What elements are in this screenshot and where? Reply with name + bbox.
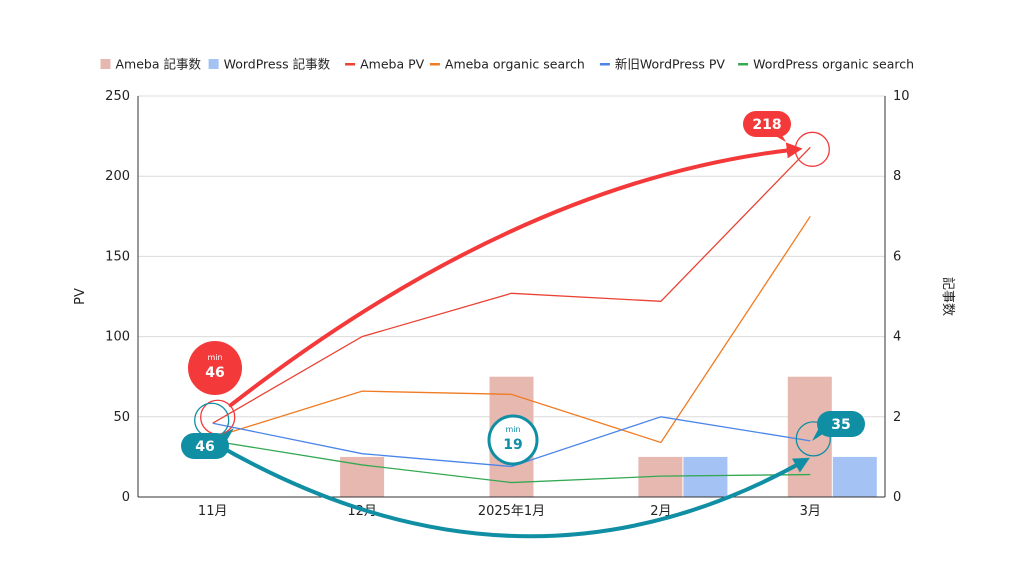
callout-value: 46 — [195, 439, 214, 455]
y-right-tick-label: 6 — [893, 249, 901, 264]
callout-value: 35 — [831, 417, 850, 433]
y-left-tick-label: 150 — [105, 249, 130, 264]
bar — [683, 456, 728, 497]
legend-label: Ameba PV — [360, 57, 425, 72]
legend-swatch — [345, 63, 356, 66]
arrow-red — [228, 142, 803, 408]
legend-swatch — [208, 59, 219, 69]
legend: Ameba 記事数 WordPress 記事数 Ameba PV Ameba orga… — [100, 57, 914, 72]
callout-badge — [817, 411, 865, 437]
y-right-tick-label: 4 — [893, 330, 901, 345]
series-line — [212, 146, 811, 424]
y-left-tick-label: 200 — [105, 169, 130, 184]
callout-value: 218 — [752, 117, 781, 133]
callout-tail — [220, 428, 234, 442]
annotations: min 46 218 46 min 19 35 — [181, 111, 865, 466]
y-right-tick-label: 8 — [893, 169, 901, 184]
callout-small-label: min — [207, 353, 222, 362]
legend-swatch — [599, 63, 610, 66]
legend-label: 新旧WordPress PV — [615, 57, 726, 72]
y-left-tick-label: 50 — [113, 410, 130, 425]
annotation-arrows — [212, 142, 810, 539]
line-series-group — [212, 146, 811, 484]
callout-badge — [188, 341, 242, 395]
x-tick-label: 11月 — [198, 504, 228, 519]
bar — [787, 376, 832, 497]
y-left-axis-title: PV — [73, 288, 88, 305]
legend-swatch — [100, 59, 111, 69]
x-tick-label: 2月 — [650, 504, 671, 519]
callout-tail — [772, 128, 786, 142]
x-tick-label: 3月 — [800, 504, 821, 519]
bar — [832, 456, 877, 497]
legend-label: WordPress organic search — [753, 57, 914, 72]
x-tick-label: 2025年1月 — [478, 504, 545, 519]
bar-series-group — [340, 376, 877, 497]
legend-label: Ameba 記事数 — [116, 57, 202, 72]
arrow-teal — [212, 441, 810, 539]
callout-small-label: min — [505, 425, 520, 434]
legend-label: Ameba organic search — [445, 57, 585, 72]
y-left-tick-label: 250 — [105, 89, 130, 104]
marker-ring — [194, 402, 230, 438]
callout-value: 19 — [503, 437, 522, 453]
gridlines — [138, 95, 885, 418]
bar — [340, 456, 385, 497]
callout-value: 46 — [205, 365, 224, 381]
marker-ring — [795, 421, 831, 457]
legend-swatch — [429, 63, 440, 66]
y-right-tick-label: 10 — [893, 89, 910, 104]
y-left-tick-label: 100 — [105, 330, 130, 345]
y-left-tick-label: 0 — [122, 490, 130, 505]
series-line — [212, 215, 811, 444]
callout-badge — [487, 414, 539, 466]
y-right-axis-title: 記事数 — [940, 277, 956, 316]
legend-swatch — [738, 63, 749, 66]
series-line — [212, 440, 811, 484]
series-line — [212, 416, 811, 468]
callout-badge — [181, 433, 229, 459]
callout-tail — [812, 426, 826, 441]
y-right-tick-label: 2 — [893, 410, 901, 425]
y-right-tick-label: 0 — [893, 490, 901, 505]
legend-label: WordPress 記事数 — [224, 57, 331, 72]
marker-ring — [794, 131, 830, 167]
